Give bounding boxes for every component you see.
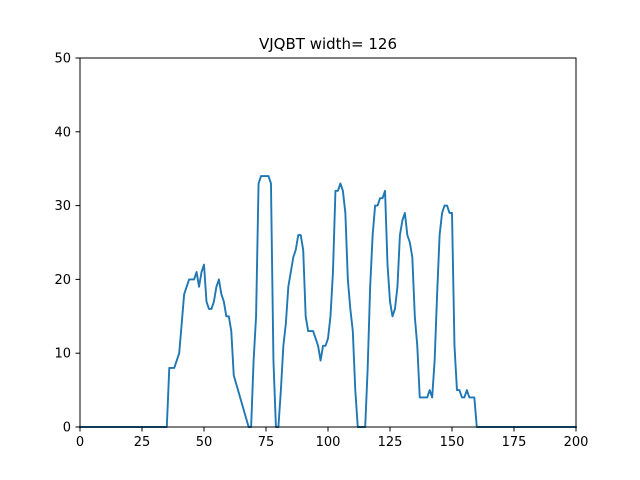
x-tick-label: 125 [378,435,403,450]
x-tick-label: 50 [196,435,213,450]
y-tick-label: 50 [54,52,71,67]
y-tick-label: 40 [54,125,71,140]
plot-area: 0 25 50 75 100 125 150 175 200 0 10 20 30 40 50 [54,52,588,451]
x-tick-label: 200 [564,435,589,450]
x-tick-label: 150 [440,435,465,450]
y-tick-label: 30 [54,199,71,214]
x-tick-label: 175 [502,435,527,450]
series-line-0 [79,175,577,428]
x-tick-label: 100 [316,435,341,450]
y-tick-label: 20 [54,273,71,288]
axes-frame [79,57,577,428]
x-tick-label: 0 [76,435,84,450]
y-tick-label: 10 [54,347,71,362]
x-tick-label: 25 [134,435,151,450]
y-tick-label: 0 [63,421,71,436]
chart-title: VJQBT width= 126 [259,35,397,53]
x-tick-label: 75 [258,435,275,450]
